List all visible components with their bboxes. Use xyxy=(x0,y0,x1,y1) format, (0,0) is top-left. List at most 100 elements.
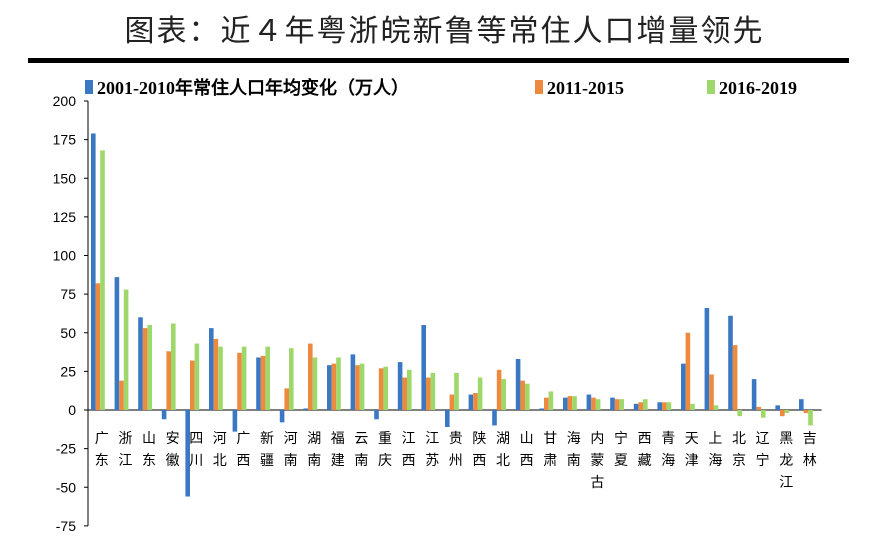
y-tick-label: 175 xyxy=(53,132,77,148)
bar xyxy=(303,408,308,410)
bar xyxy=(218,346,223,410)
y-tick-label: 150 xyxy=(53,170,77,186)
bar xyxy=(515,359,521,410)
x-tick-label: 云 xyxy=(354,431,368,447)
chart-title: 图表：近４年粤浙皖新鲁等常住人口增量领先 xyxy=(124,14,765,49)
y-tick-label: 200 xyxy=(53,93,77,109)
x-tick-label: 上 xyxy=(708,431,722,447)
bar xyxy=(430,372,436,410)
x-tick-label: 江 xyxy=(402,431,416,447)
x-tick-label: 甘 xyxy=(543,431,557,447)
bar xyxy=(336,357,341,410)
bar xyxy=(213,338,219,410)
x-tick-label: 津 xyxy=(685,453,699,469)
bar xyxy=(114,277,120,410)
y-tick-label: -75 xyxy=(56,518,76,534)
x-tick-label: 湖 xyxy=(307,431,321,447)
y-tick-label: 50 xyxy=(60,325,76,341)
x-tick-label: 贵 xyxy=(449,431,463,447)
bar xyxy=(123,289,129,410)
bar xyxy=(265,346,270,410)
bar xyxy=(95,283,101,410)
x-tick-label: 天 xyxy=(685,431,699,447)
x-tick-label: 西 xyxy=(638,431,652,447)
x-tick-label: 江 xyxy=(118,453,132,469)
bar xyxy=(378,368,384,410)
x-tick-label: 广 xyxy=(95,431,109,447)
x-tick-label: 青 xyxy=(661,431,675,447)
bar xyxy=(662,402,667,410)
bar xyxy=(496,369,502,410)
bar xyxy=(138,317,143,410)
bar xyxy=(355,365,360,410)
x-tick-label: 龙 xyxy=(779,453,793,469)
bar xyxy=(100,150,105,410)
x-tick-label: 海 xyxy=(567,431,581,447)
bar xyxy=(548,391,554,410)
x-tick-label: 陕 xyxy=(472,431,486,447)
x-tick-label: 江 xyxy=(779,475,793,491)
x-tick-label: 肃 xyxy=(543,453,557,469)
bar xyxy=(237,352,242,410)
bar xyxy=(586,394,592,410)
bar xyxy=(194,343,200,410)
bar xyxy=(784,410,790,414)
bar xyxy=(445,410,450,427)
bar xyxy=(284,388,289,410)
x-tick-label: 南 xyxy=(567,453,581,469)
bar xyxy=(359,363,365,410)
bar xyxy=(241,346,247,410)
x-tick-label: 海 xyxy=(708,453,722,469)
bar xyxy=(492,410,497,426)
x-tick-label: 西 xyxy=(472,453,486,469)
bar xyxy=(185,410,190,497)
y-tick-label: -50 xyxy=(56,479,76,495)
bar xyxy=(751,379,757,410)
bar xyxy=(232,410,238,432)
bar xyxy=(525,383,530,410)
bar xyxy=(256,357,261,410)
bar xyxy=(737,410,742,417)
bar xyxy=(308,343,313,410)
bar xyxy=(331,363,337,410)
y-tick-label: 0 xyxy=(68,402,76,418)
x-tick-label: 西 xyxy=(520,453,534,469)
x-tick-label: 广 xyxy=(236,431,250,447)
bar xyxy=(449,394,455,410)
bar xyxy=(666,402,672,410)
bar xyxy=(685,332,691,410)
y-tick-label: 100 xyxy=(53,248,77,264)
bar xyxy=(407,369,412,410)
bar xyxy=(539,408,544,410)
bar xyxy=(756,406,761,410)
x-tick-label: 江 xyxy=(425,431,439,447)
bar xyxy=(619,399,624,410)
legend-label: 2016-2019 xyxy=(719,78,797,98)
bar xyxy=(91,133,96,410)
legend-swatch xyxy=(85,80,93,94)
bar xyxy=(327,365,332,410)
bar xyxy=(312,357,318,410)
x-tick-label: 河 xyxy=(284,431,298,447)
x-tick-label: 北 xyxy=(496,453,510,469)
bar xyxy=(454,372,459,410)
bar xyxy=(171,323,176,410)
x-tick-label: 东 xyxy=(142,453,156,469)
bar xyxy=(147,325,152,410)
x-tick-label: 林 xyxy=(803,453,817,469)
x-tick-label: 苏 xyxy=(425,453,439,469)
bar xyxy=(808,410,813,426)
bar xyxy=(473,393,478,410)
x-tick-label: 吉 xyxy=(803,431,817,447)
bar xyxy=(690,403,695,410)
bar xyxy=(591,397,596,410)
x-tick-label: 夏 xyxy=(614,453,628,469)
bar xyxy=(657,402,662,410)
x-tick-label: 徽 xyxy=(166,453,180,469)
bar xyxy=(803,410,809,414)
legend-swatch xyxy=(535,80,543,94)
bar xyxy=(402,377,407,410)
bar xyxy=(520,380,525,410)
x-tick-label: 川 xyxy=(189,453,203,469)
y-tick-label: 75 xyxy=(60,286,76,302)
